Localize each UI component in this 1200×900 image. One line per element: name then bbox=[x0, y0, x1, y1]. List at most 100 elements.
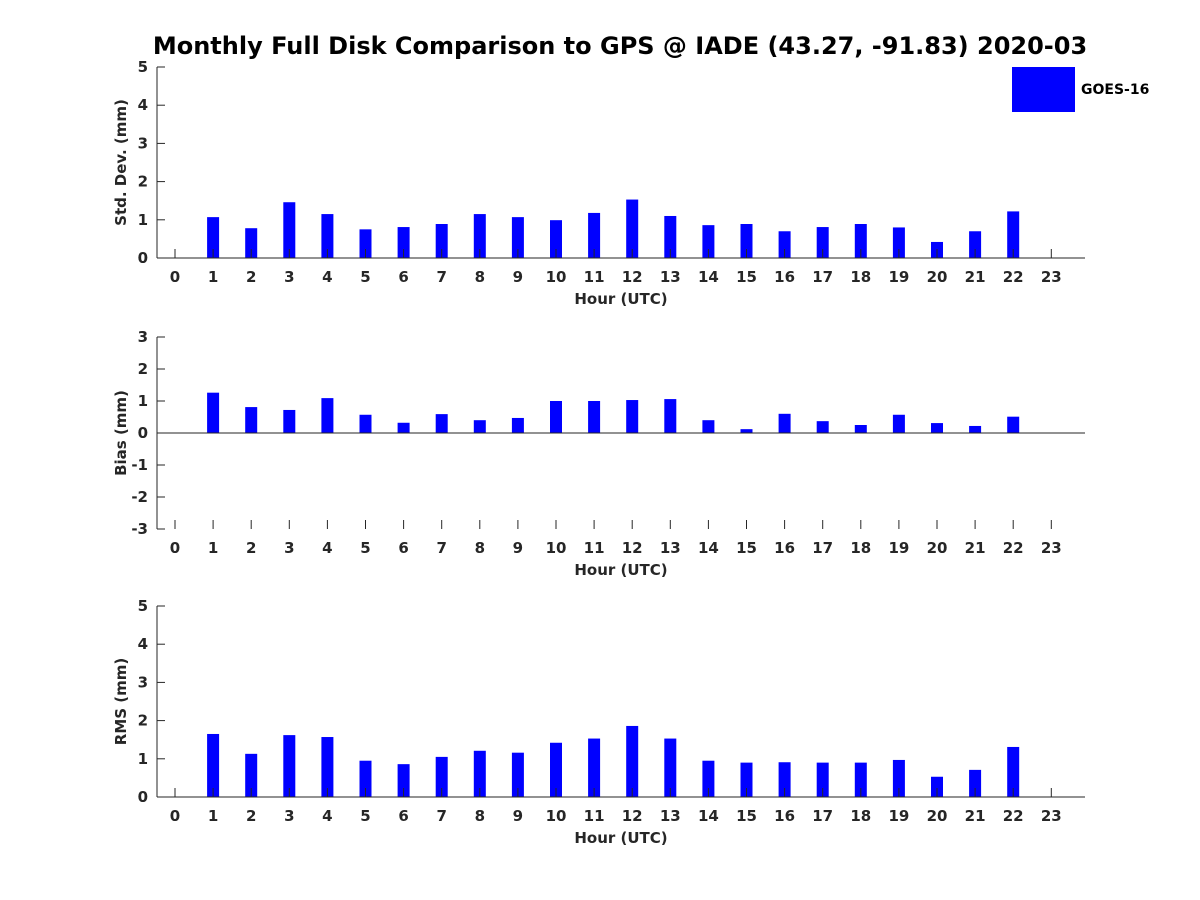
rms-bar-3 bbox=[283, 735, 296, 797]
rms-bar-5 bbox=[359, 760, 372, 797]
std-dev-bar-12 bbox=[626, 199, 639, 258]
rms-bar-18 bbox=[854, 762, 867, 797]
rms-bar-6 bbox=[397, 764, 410, 797]
std-dev-x-tick-label: 17 bbox=[812, 268, 833, 286]
rms-x-tick-label: 19 bbox=[888, 807, 909, 825]
std-dev-bar-5 bbox=[359, 229, 372, 258]
bias-bar-18 bbox=[854, 425, 867, 433]
rms-x-tick-label: 22 bbox=[1003, 807, 1024, 825]
bias-x-tick-label: 10 bbox=[546, 539, 567, 557]
std-dev-bar-2 bbox=[245, 228, 258, 258]
bias-bar-7 bbox=[435, 414, 448, 433]
std-dev-bar-1 bbox=[207, 217, 220, 258]
std-dev-bar-14 bbox=[702, 225, 715, 258]
rms-y-tick-label: 2 bbox=[138, 712, 148, 730]
std-dev-bar-13 bbox=[664, 215, 677, 258]
std-dev-bar-11 bbox=[588, 212, 601, 258]
bias-x-tick-label: 23 bbox=[1041, 539, 1062, 557]
bias-x-tick-label: 3 bbox=[284, 539, 294, 557]
std-dev-x-tick-label: 23 bbox=[1041, 268, 1062, 286]
rms-x-tick-label: 0 bbox=[170, 807, 180, 825]
bias-y-axis-label: Bias (mm) bbox=[112, 390, 130, 476]
bias-x-tick-label: 14 bbox=[698, 539, 719, 557]
bias-y-tick-label: -3 bbox=[131, 520, 148, 538]
bias-x-tick-label: 8 bbox=[475, 539, 485, 557]
rms-bar-20 bbox=[931, 776, 943, 797]
rms-x-tick-label: 10 bbox=[546, 807, 567, 825]
legend-label-goes16: GOES-16 bbox=[1081, 82, 1149, 98]
bias-x-tick-label: 13 bbox=[660, 539, 681, 557]
std-dev-x-tick-label: 19 bbox=[888, 268, 909, 286]
bias-x-tick-label: 1 bbox=[208, 539, 218, 557]
rms-x-tick-label: 11 bbox=[584, 807, 605, 825]
rms-x-tick-label: 1 bbox=[208, 807, 218, 825]
std-dev-x-tick-label: 14 bbox=[698, 268, 719, 286]
bias-bar-19 bbox=[892, 414, 905, 433]
rms-bar-12 bbox=[626, 725, 639, 797]
bias-bar-12 bbox=[626, 400, 639, 433]
std-dev-x-tick-label: 2 bbox=[246, 268, 256, 286]
std-dev-y-tick-label: 4 bbox=[138, 96, 148, 114]
bias-x-tick-label: 7 bbox=[436, 539, 446, 557]
rms-x-tick-label: 18 bbox=[850, 807, 871, 825]
bias-y-tick-label: -2 bbox=[131, 488, 148, 506]
rms-y-tick-label: 5 bbox=[138, 597, 148, 615]
std-dev-x-tick-label: 10 bbox=[546, 268, 567, 286]
std-dev-x-tick-label: 11 bbox=[584, 268, 605, 286]
std-dev-bar-21 bbox=[969, 231, 982, 258]
rms-bar-21 bbox=[969, 769, 982, 797]
std-dev-x-tick-label: 0 bbox=[170, 268, 180, 286]
legend[interactable]: GOES-16 bbox=[1012, 67, 1149, 112]
rms-bar-9 bbox=[511, 752, 524, 797]
bias-x-tick-label: 2 bbox=[246, 539, 256, 557]
rms-x-tick-label: 13 bbox=[660, 807, 681, 825]
rms-x-axis-label: Hour (UTC) bbox=[574, 829, 667, 847]
bias-bar-16 bbox=[778, 413, 791, 433]
rms-bar-2 bbox=[245, 753, 258, 797]
bias-x-tick-label: 16 bbox=[774, 539, 795, 557]
rms-bar-4 bbox=[321, 737, 334, 797]
std-dev-bar-19 bbox=[892, 227, 905, 258]
std-dev-bar-16 bbox=[778, 231, 791, 258]
rms-x-tick-label: 15 bbox=[736, 807, 757, 825]
bias-bar-1 bbox=[207, 392, 220, 433]
rms-x-tick-label: 12 bbox=[622, 807, 643, 825]
std-dev-bar-7 bbox=[435, 224, 448, 258]
std-dev-bar-22 bbox=[1007, 211, 1020, 258]
rms-y-tick-label: 3 bbox=[138, 673, 148, 691]
bias-bar-17 bbox=[816, 421, 829, 433]
std-dev-y-axis-label: Std. Dev. (mm) bbox=[112, 99, 130, 226]
rms-x-tick-label: 9 bbox=[513, 807, 523, 825]
bias-bar-14 bbox=[702, 420, 715, 433]
rms-x-tick-label: 23 bbox=[1041, 807, 1062, 825]
std-dev-bar-4 bbox=[321, 214, 334, 258]
rms-bar-16 bbox=[778, 762, 791, 797]
rms-x-tick-label: 3 bbox=[284, 807, 294, 825]
rms-x-tick-label: 6 bbox=[398, 807, 408, 825]
rms-x-tick-label: 8 bbox=[475, 807, 485, 825]
rms-bar-7 bbox=[435, 756, 448, 797]
bias-x-tick-label: 18 bbox=[850, 539, 871, 557]
bias-bar-5 bbox=[359, 414, 372, 433]
std-dev-y-tick-label: 3 bbox=[138, 134, 148, 152]
std-dev-x-tick-label: 3 bbox=[284, 268, 294, 286]
rms-x-tick-label: 20 bbox=[927, 807, 948, 825]
std-dev-x-tick-label: 15 bbox=[736, 268, 757, 286]
bias-bar-2 bbox=[245, 407, 258, 433]
bias-x-tick-label: 12 bbox=[622, 539, 643, 557]
bias-bar-10 bbox=[550, 401, 562, 433]
std-dev-x-tick-label: 21 bbox=[965, 268, 986, 286]
std-dev-x-tick-label: 9 bbox=[513, 268, 523, 286]
rms-bar-8 bbox=[473, 750, 486, 797]
bias-y-tick-label: 2 bbox=[138, 360, 148, 378]
rms-bar-11 bbox=[588, 738, 601, 797]
bias-bar-8 bbox=[473, 420, 486, 433]
bias-x-tick-label: 15 bbox=[736, 539, 757, 557]
rms-bar-13 bbox=[664, 738, 677, 797]
bias-bar-20 bbox=[931, 423, 943, 433]
std-dev-x-tick-label: 12 bbox=[622, 268, 643, 286]
rms-y-axis-label: RMS (mm) bbox=[112, 658, 130, 745]
